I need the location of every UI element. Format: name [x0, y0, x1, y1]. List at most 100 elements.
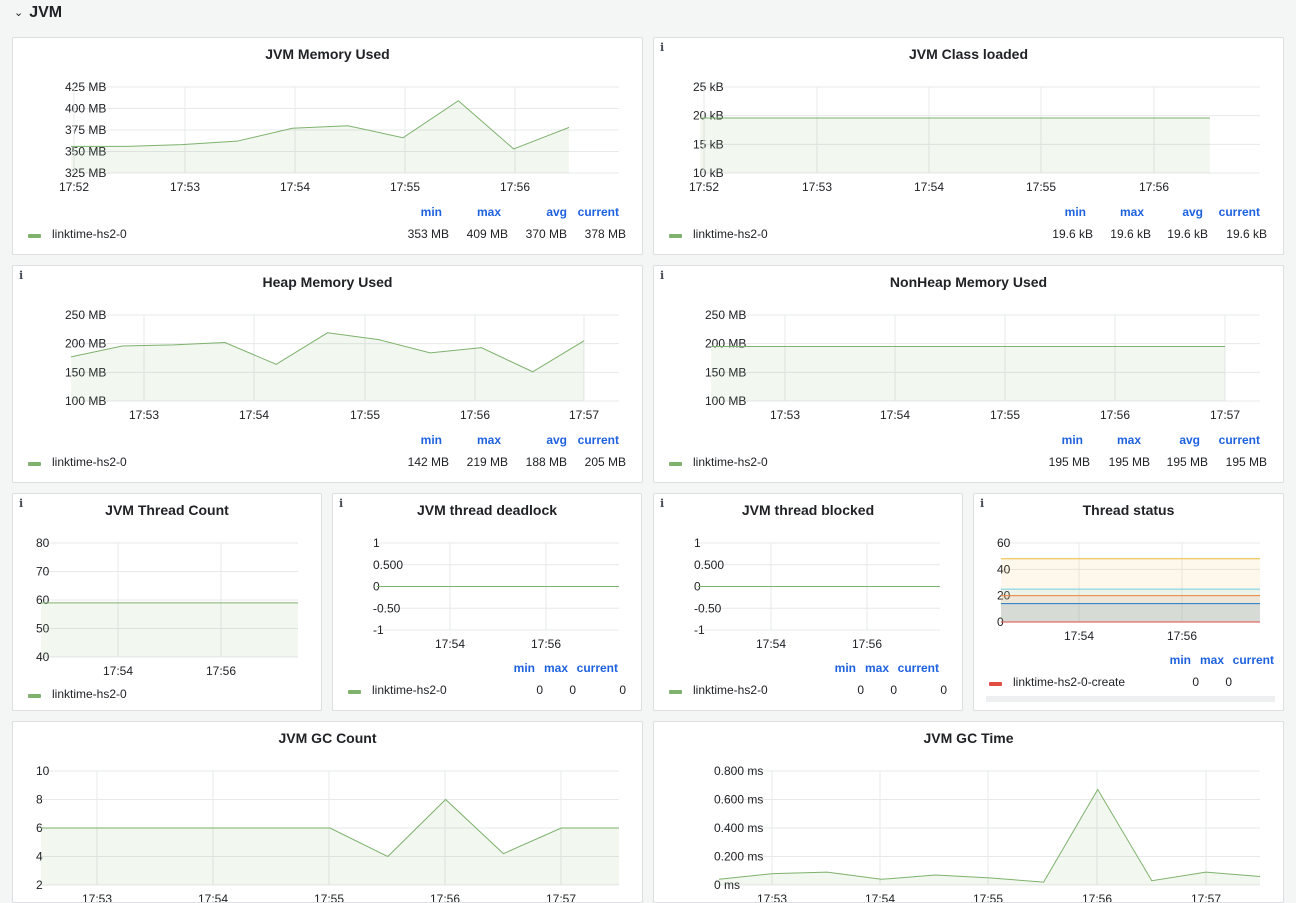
- panel-title[interactable]: Thread status: [1082, 502, 1175, 518]
- panel-jvm-class-loaded[interactable]: i JVM Class loaded 25 kB 20 kB 15 kB 10 kB 17:…: [653, 37, 1284, 255]
- legend-header-avg[interactable]: avg: [546, 433, 567, 447]
- legend-series-name[interactable]: linktime-hs2-0: [52, 227, 127, 241]
- info-icon[interactable]: i: [19, 497, 24, 510]
- panel-title[interactable]: JVM thread blocked: [741, 502, 875, 518]
- legend-series-name[interactable]: linktime-hs2-0: [52, 687, 127, 701]
- legend-header-min[interactable]: min: [513, 661, 535, 675]
- chevron-down-icon: ⌄: [14, 6, 24, 19]
- row-title: JVM: [29, 4, 63, 21]
- legend-header-min[interactable]: min: [834, 661, 856, 675]
- panel-title[interactable]: Heap Memory Used: [262, 274, 393, 290]
- legend-value: 142 MB: [407, 455, 449, 469]
- series-line[interactable]: [718, 788, 1261, 883]
- legend-swatch[interactable]: [669, 234, 682, 238]
- legend-value: 188 MB: [525, 455, 567, 469]
- legend-header-current[interactable]: current: [1218, 205, 1260, 219]
- legend-swatch[interactable]: [669, 462, 682, 466]
- chart-jvm-gc-count: 10 8 6 4 2 17:53 17:54 17:55 17:56 17:57: [36, 764, 620, 903]
- panel-title[interactable]: NonHeap Memory Used: [889, 274, 1048, 290]
- panel-jvm-thread-deadlock[interactable]: i JVM thread deadlock 1 0.500 0 -0.50 -1 17:54 1…: [332, 493, 642, 711]
- legend-series-name[interactable]: linktime-hs2-0: [693, 683, 768, 697]
- info-icon[interactable]: i: [660, 41, 665, 54]
- series-line[interactable]: [71, 100, 570, 150]
- legend-header-max[interactable]: max: [543, 661, 568, 675]
- panel-title[interactable]: JVM GC Count: [278, 730, 377, 746]
- y-tick-label: 100 MB: [705, 394, 746, 408]
- panel-title[interactable]: JVM GC Time: [923, 730, 1014, 746]
- legend-header-avg[interactable]: avg: [546, 205, 567, 219]
- x-tick-label: 17:56: [1167, 629, 1197, 643]
- legend-series-name[interactable]: linktime-hs2-0: [693, 227, 768, 241]
- legend-swatch[interactable]: [28, 694, 41, 698]
- info-icon[interactable]: i: [980, 497, 985, 510]
- legend-swatch[interactable]: [28, 234, 41, 238]
- legend-scrollbar[interactable]: [986, 696, 1275, 702]
- info-icon[interactable]: i: [660, 269, 665, 282]
- info-icon[interactable]: i: [660, 497, 665, 510]
- panel-jvm-memory-used[interactable]: JVM Memory Used 425 MB 400 MB 375 MB 350 MB 3…: [12, 37, 643, 255]
- panel-nonheap-memory-used[interactable]: i NonHeap Memory Used 250 MB 200 MB 150 MB 10…: [653, 265, 1284, 483]
- legend-header-min[interactable]: min: [1061, 433, 1083, 447]
- legend-value: 19.6 kB: [1167, 227, 1208, 241]
- legend-header-current[interactable]: current: [577, 205, 619, 219]
- series-area: [41, 799, 619, 885]
- legend-header-current[interactable]: current: [897, 661, 939, 675]
- legend-header-avg[interactable]: avg: [1179, 433, 1200, 447]
- info-icon[interactable]: i: [339, 497, 344, 510]
- legend-header-max[interactable]: max: [864, 661, 889, 675]
- panel-jvm-gc-count[interactable]: JVM GC Count 10 8 6 4 2 17:53 17:54 17:55 17:56 17…: [12, 721, 643, 903]
- legend-header-current[interactable]: current: [1218, 433, 1260, 447]
- panel-title[interactable]: JVM Class loaded: [908, 46, 1029, 62]
- legend-swatch[interactable]: [989, 682, 1002, 686]
- legend-swatch[interactable]: [348, 690, 361, 694]
- info-icon[interactable]: i: [19, 269, 24, 282]
- legend-header-max[interactable]: max: [1119, 205, 1144, 219]
- legend: min max avg current linktime-hs2-0 195 MB 195 …: [654, 266, 1283, 482]
- y-tick-label: 8: [36, 793, 43, 807]
- y-tick-label: 10: [36, 764, 50, 778]
- series-area: [1001, 558, 1260, 622]
- legend-header-min[interactable]: min: [420, 205, 442, 219]
- legend-series-name[interactable]: linktime-hs2-0: [372, 683, 447, 697]
- legend-header-max[interactable]: max: [1199, 653, 1224, 667]
- panel-jvm-gc-time[interactable]: JVM GC Time 0.800 ms 0.600 ms 0.400 ms 0.200…: [653, 721, 1284, 903]
- legend-header-max[interactable]: max: [476, 205, 501, 219]
- panel-thread-status[interactable]: i Thread status 60 40 20 0 17:54 17:56 min max cur…: [973, 493, 1284, 711]
- legend-series-name[interactable]: linktime-hs2-0: [52, 455, 127, 469]
- x-tick-label: 17:54: [103, 664, 133, 678]
- legend-header-current[interactable]: current: [577, 433, 619, 447]
- legend-header-max[interactable]: max: [1116, 433, 1141, 447]
- y-tick-label: 70: [36, 565, 50, 579]
- legend-header-avg[interactable]: avg: [1182, 205, 1203, 219]
- panel-heap-memory-used[interactable]: i Heap Memory Used 250 MB 200 MB 150 MB 100 M…: [12, 265, 643, 483]
- x-tick-label: 17:53: [757, 892, 787, 903]
- legend-series-name[interactable]: linktime-hs2-0-create: [1013, 675, 1126, 689]
- y-tick-label: -1: [373, 623, 384, 637]
- legend-header-min[interactable]: min: [1169, 653, 1191, 667]
- y-tick-label: 60: [997, 536, 1011, 550]
- legend-swatch[interactable]: [28, 462, 41, 466]
- legend-value: 195 MB: [1108, 455, 1150, 469]
- legend-series-name[interactable]: linktime-hs2-0: [693, 455, 768, 469]
- x-tick-label: 17:54: [280, 180, 310, 194]
- panel-jvm-thread-blocked[interactable]: i JVM thread blocked 1 0.500 0 -0.50 -1 17:54 17…: [653, 493, 963, 711]
- legend-value: 0: [619, 683, 626, 697]
- panel-title[interactable]: JVM thread deadlock: [416, 502, 558, 518]
- row-header-jvm[interactable]: ⌄ JVM: [14, 2, 62, 24]
- x-tick-label: 17:54: [198, 892, 228, 903]
- legend-header-current[interactable]: current: [1232, 653, 1274, 667]
- legend: linktime-hs2-0: [13, 494, 321, 710]
- panel-jvm-thread-count[interactable]: i JVM Thread Count 80 70 60 50 40 17:54 17:56 lin…: [12, 493, 322, 711]
- panel-title[interactable]: JVM Memory Used: [265, 46, 390, 62]
- legend-swatch[interactable]: [669, 690, 682, 694]
- y-tick-label: 0: [694, 580, 701, 594]
- x-tick-label: 17:57: [1191, 892, 1221, 903]
- legend-header-min[interactable]: min: [1064, 205, 1086, 219]
- legend-header-current[interactable]: current: [576, 661, 618, 675]
- x-tick-label: 17:54: [435, 637, 465, 651]
- legend-header-max[interactable]: max: [476, 433, 501, 447]
- legend: min max current linktime-hs2-0 0 0 0: [654, 494, 962, 710]
- panel-title[interactable]: JVM Thread Count: [105, 502, 229, 518]
- legend-header-min[interactable]: min: [420, 433, 442, 447]
